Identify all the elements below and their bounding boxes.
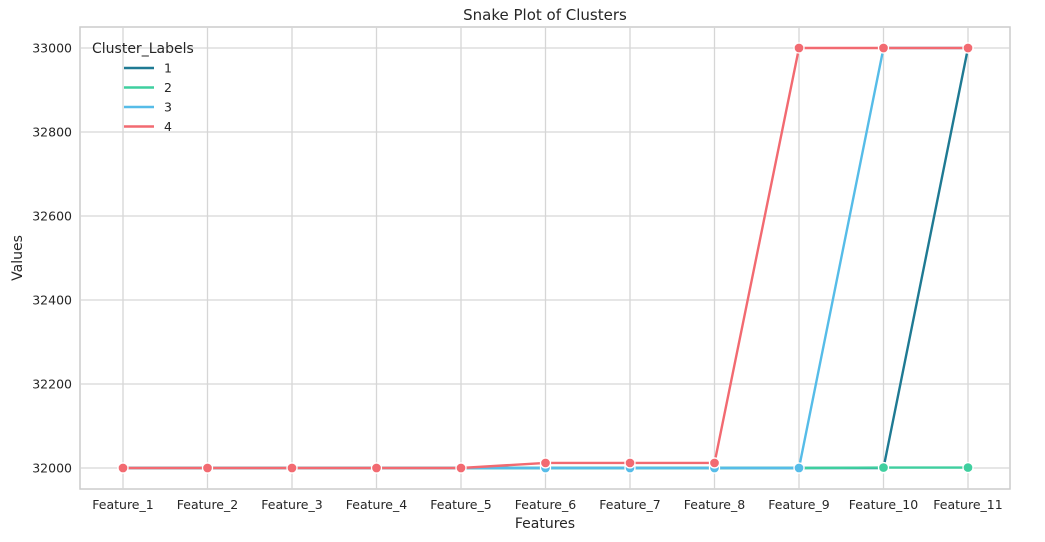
data-point bbox=[118, 463, 128, 473]
data-point bbox=[794, 43, 804, 53]
data-point bbox=[963, 43, 973, 53]
x-tick-label: Feature_11 bbox=[933, 497, 1002, 512]
y-tick-labels: 32000 32200 32400 32600 32800 33000 bbox=[32, 41, 72, 476]
x-tick-label: Feature_10 bbox=[849, 497, 918, 512]
data-point bbox=[203, 463, 213, 473]
data-point bbox=[794, 463, 804, 473]
x-tick-label: Feature_8 bbox=[684, 497, 745, 512]
x-tick-label: Feature_4 bbox=[346, 497, 407, 512]
y-tick-label: 32400 bbox=[32, 293, 72, 308]
data-point bbox=[541, 458, 551, 468]
y-tick-label: 32800 bbox=[32, 125, 72, 140]
legend-label: 1 bbox=[164, 61, 172, 76]
data-point bbox=[879, 43, 889, 53]
x-tick-label: Feature_1 bbox=[92, 497, 153, 512]
x-tick-label: Feature_3 bbox=[261, 497, 322, 512]
x-tick-label: Feature_2 bbox=[177, 497, 238, 512]
y-axis-label: Values bbox=[10, 235, 26, 281]
y-tick-label: 33000 bbox=[32, 41, 72, 56]
data-point bbox=[963, 463, 973, 473]
x-tick-label: Feature_6 bbox=[515, 497, 576, 512]
chart-title: Snake Plot of Clusters bbox=[463, 6, 627, 24]
data-point bbox=[372, 463, 382, 473]
data-point bbox=[710, 458, 720, 468]
y-tick-label: 32000 bbox=[32, 461, 72, 476]
y-tick-label: 32600 bbox=[32, 209, 72, 224]
data-point bbox=[625, 458, 635, 468]
y-tick-label: 32200 bbox=[32, 377, 72, 392]
x-tick-label: Feature_7 bbox=[599, 497, 660, 512]
x-tick-label: Feature_9 bbox=[768, 497, 829, 512]
legend-label: 2 bbox=[164, 80, 172, 95]
legend-title: Cluster_Labels bbox=[92, 41, 194, 57]
data-point bbox=[456, 463, 466, 473]
x-tick-labels: Feature_1 Feature_2 Feature_3 Feature_4 Feat… bbox=[92, 497, 1002, 512]
legend-label: 4 bbox=[164, 119, 172, 134]
x-axis-label: Features bbox=[515, 516, 575, 532]
legend-label: 3 bbox=[164, 100, 172, 115]
data-point bbox=[287, 463, 297, 473]
x-tick-label: Feature_5 bbox=[430, 497, 491, 512]
data-point bbox=[879, 463, 889, 473]
